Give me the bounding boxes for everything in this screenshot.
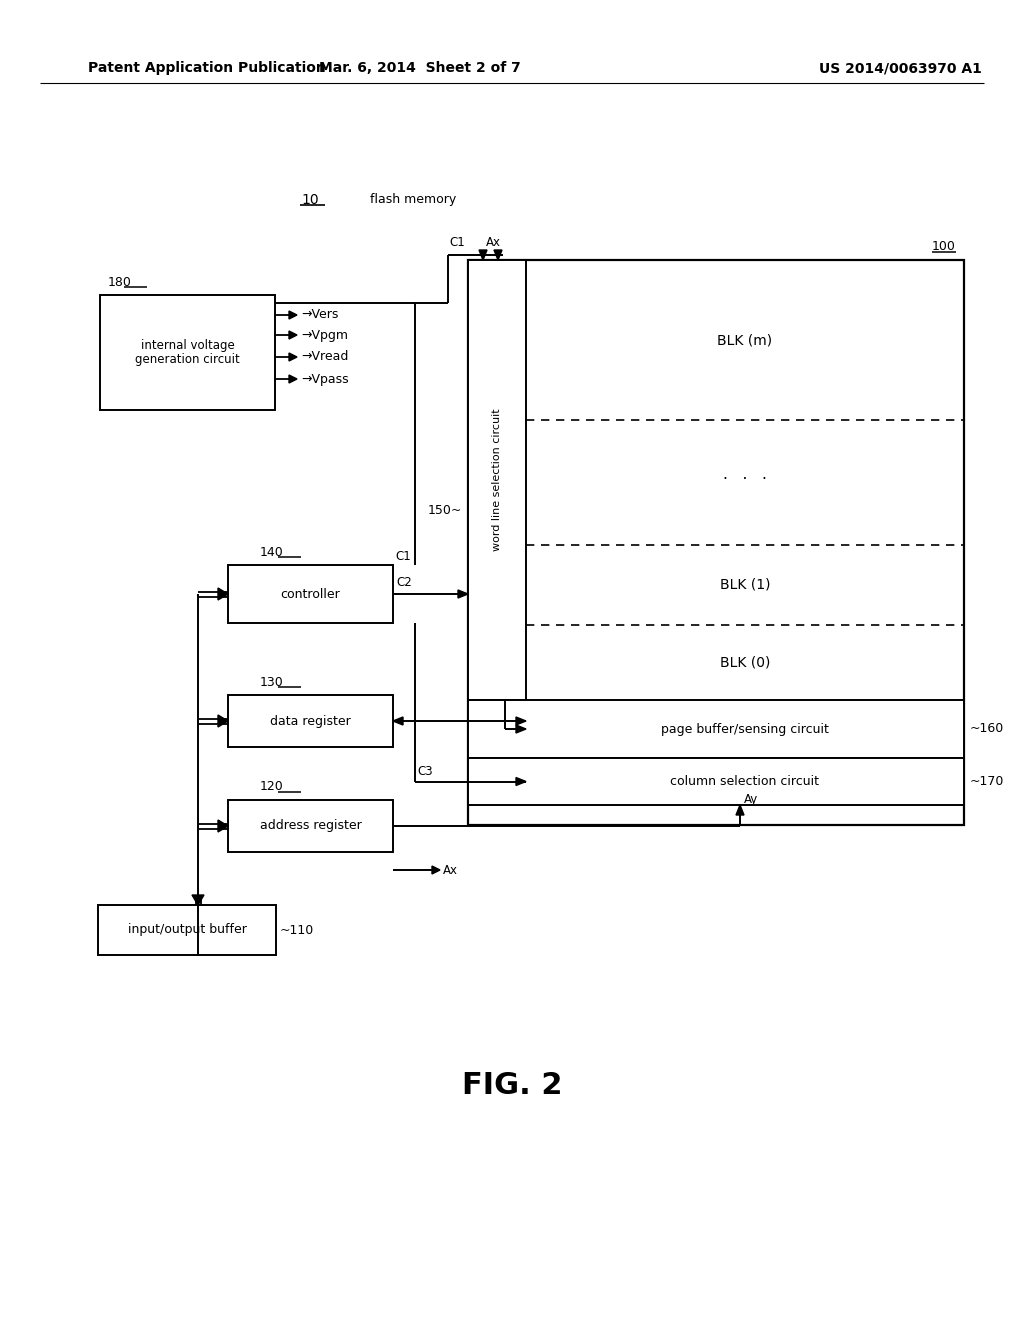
- Text: data register: data register: [270, 714, 351, 727]
- Text: US 2014/0063970 A1: US 2014/0063970 A1: [818, 61, 981, 75]
- Polygon shape: [432, 866, 440, 874]
- Text: controller: controller: [281, 587, 340, 601]
- Polygon shape: [458, 590, 468, 598]
- Polygon shape: [393, 717, 403, 725]
- Bar: [468, 260, 526, 700]
- Polygon shape: [494, 249, 502, 260]
- Polygon shape: [218, 715, 228, 727]
- Text: BLK (1): BLK (1): [720, 578, 770, 591]
- Text: ~170: ~170: [970, 775, 1005, 788]
- Text: 180: 180: [108, 276, 132, 289]
- Text: flash memory: flash memory: [370, 194, 457, 206]
- Text: page buffer/sensing circuit: page buffer/sensing circuit: [662, 722, 829, 735]
- Text: 10: 10: [301, 193, 318, 207]
- Bar: [100, 294, 275, 411]
- Text: 140: 140: [260, 545, 284, 558]
- Text: 150~: 150~: [428, 503, 462, 516]
- Bar: [468, 260, 964, 825]
- Bar: [228, 696, 393, 747]
- Text: ~160: ~160: [970, 722, 1005, 735]
- Polygon shape: [289, 312, 297, 319]
- Polygon shape: [289, 352, 297, 360]
- Text: Ax: Ax: [443, 863, 458, 876]
- Text: BLK (m): BLK (m): [718, 333, 772, 347]
- Text: ~110: ~110: [280, 924, 314, 936]
- Text: C1: C1: [450, 236, 465, 249]
- Polygon shape: [516, 777, 526, 785]
- Text: →Vpass: →Vpass: [301, 372, 348, 385]
- Polygon shape: [736, 805, 744, 814]
- Bar: [98, 906, 276, 954]
- Text: address register: address register: [260, 820, 361, 833]
- Text: internal voltage
generation circuit: internal voltage generation circuit: [135, 338, 240, 367]
- Polygon shape: [193, 895, 204, 906]
- Text: 130: 130: [260, 676, 284, 689]
- Text: ·   ·   ·: · · ·: [723, 473, 767, 487]
- Text: column selection circuit: column selection circuit: [671, 775, 819, 788]
- Text: C3: C3: [417, 766, 432, 777]
- Polygon shape: [218, 820, 228, 832]
- Text: BLK (0): BLK (0): [720, 656, 770, 669]
- Bar: [468, 758, 964, 805]
- Polygon shape: [516, 717, 526, 725]
- Text: FIG. 2: FIG. 2: [462, 1071, 562, 1100]
- Text: 120: 120: [260, 780, 284, 793]
- Text: Ax: Ax: [486, 236, 501, 249]
- Text: C1: C1: [395, 550, 411, 564]
- Bar: [228, 800, 393, 851]
- Text: Patent Application Publication: Patent Application Publication: [88, 61, 326, 75]
- Polygon shape: [516, 725, 526, 733]
- Text: input/output buffer: input/output buffer: [128, 924, 247, 936]
- Text: 100: 100: [932, 239, 956, 252]
- Polygon shape: [289, 375, 297, 383]
- Text: C2: C2: [396, 577, 412, 590]
- Text: Ay: Ay: [744, 793, 758, 807]
- Text: word line selection circuit: word line selection circuit: [492, 409, 502, 552]
- Text: →Vread: →Vread: [301, 351, 348, 363]
- Polygon shape: [218, 587, 228, 601]
- Text: →Vpgm: →Vpgm: [301, 329, 348, 342]
- Polygon shape: [289, 331, 297, 339]
- Bar: [228, 565, 393, 623]
- Text: Mar. 6, 2014  Sheet 2 of 7: Mar. 6, 2014 Sheet 2 of 7: [319, 61, 521, 75]
- Text: →Vers: →Vers: [301, 309, 338, 322]
- Bar: [468, 700, 964, 758]
- Polygon shape: [479, 249, 487, 260]
